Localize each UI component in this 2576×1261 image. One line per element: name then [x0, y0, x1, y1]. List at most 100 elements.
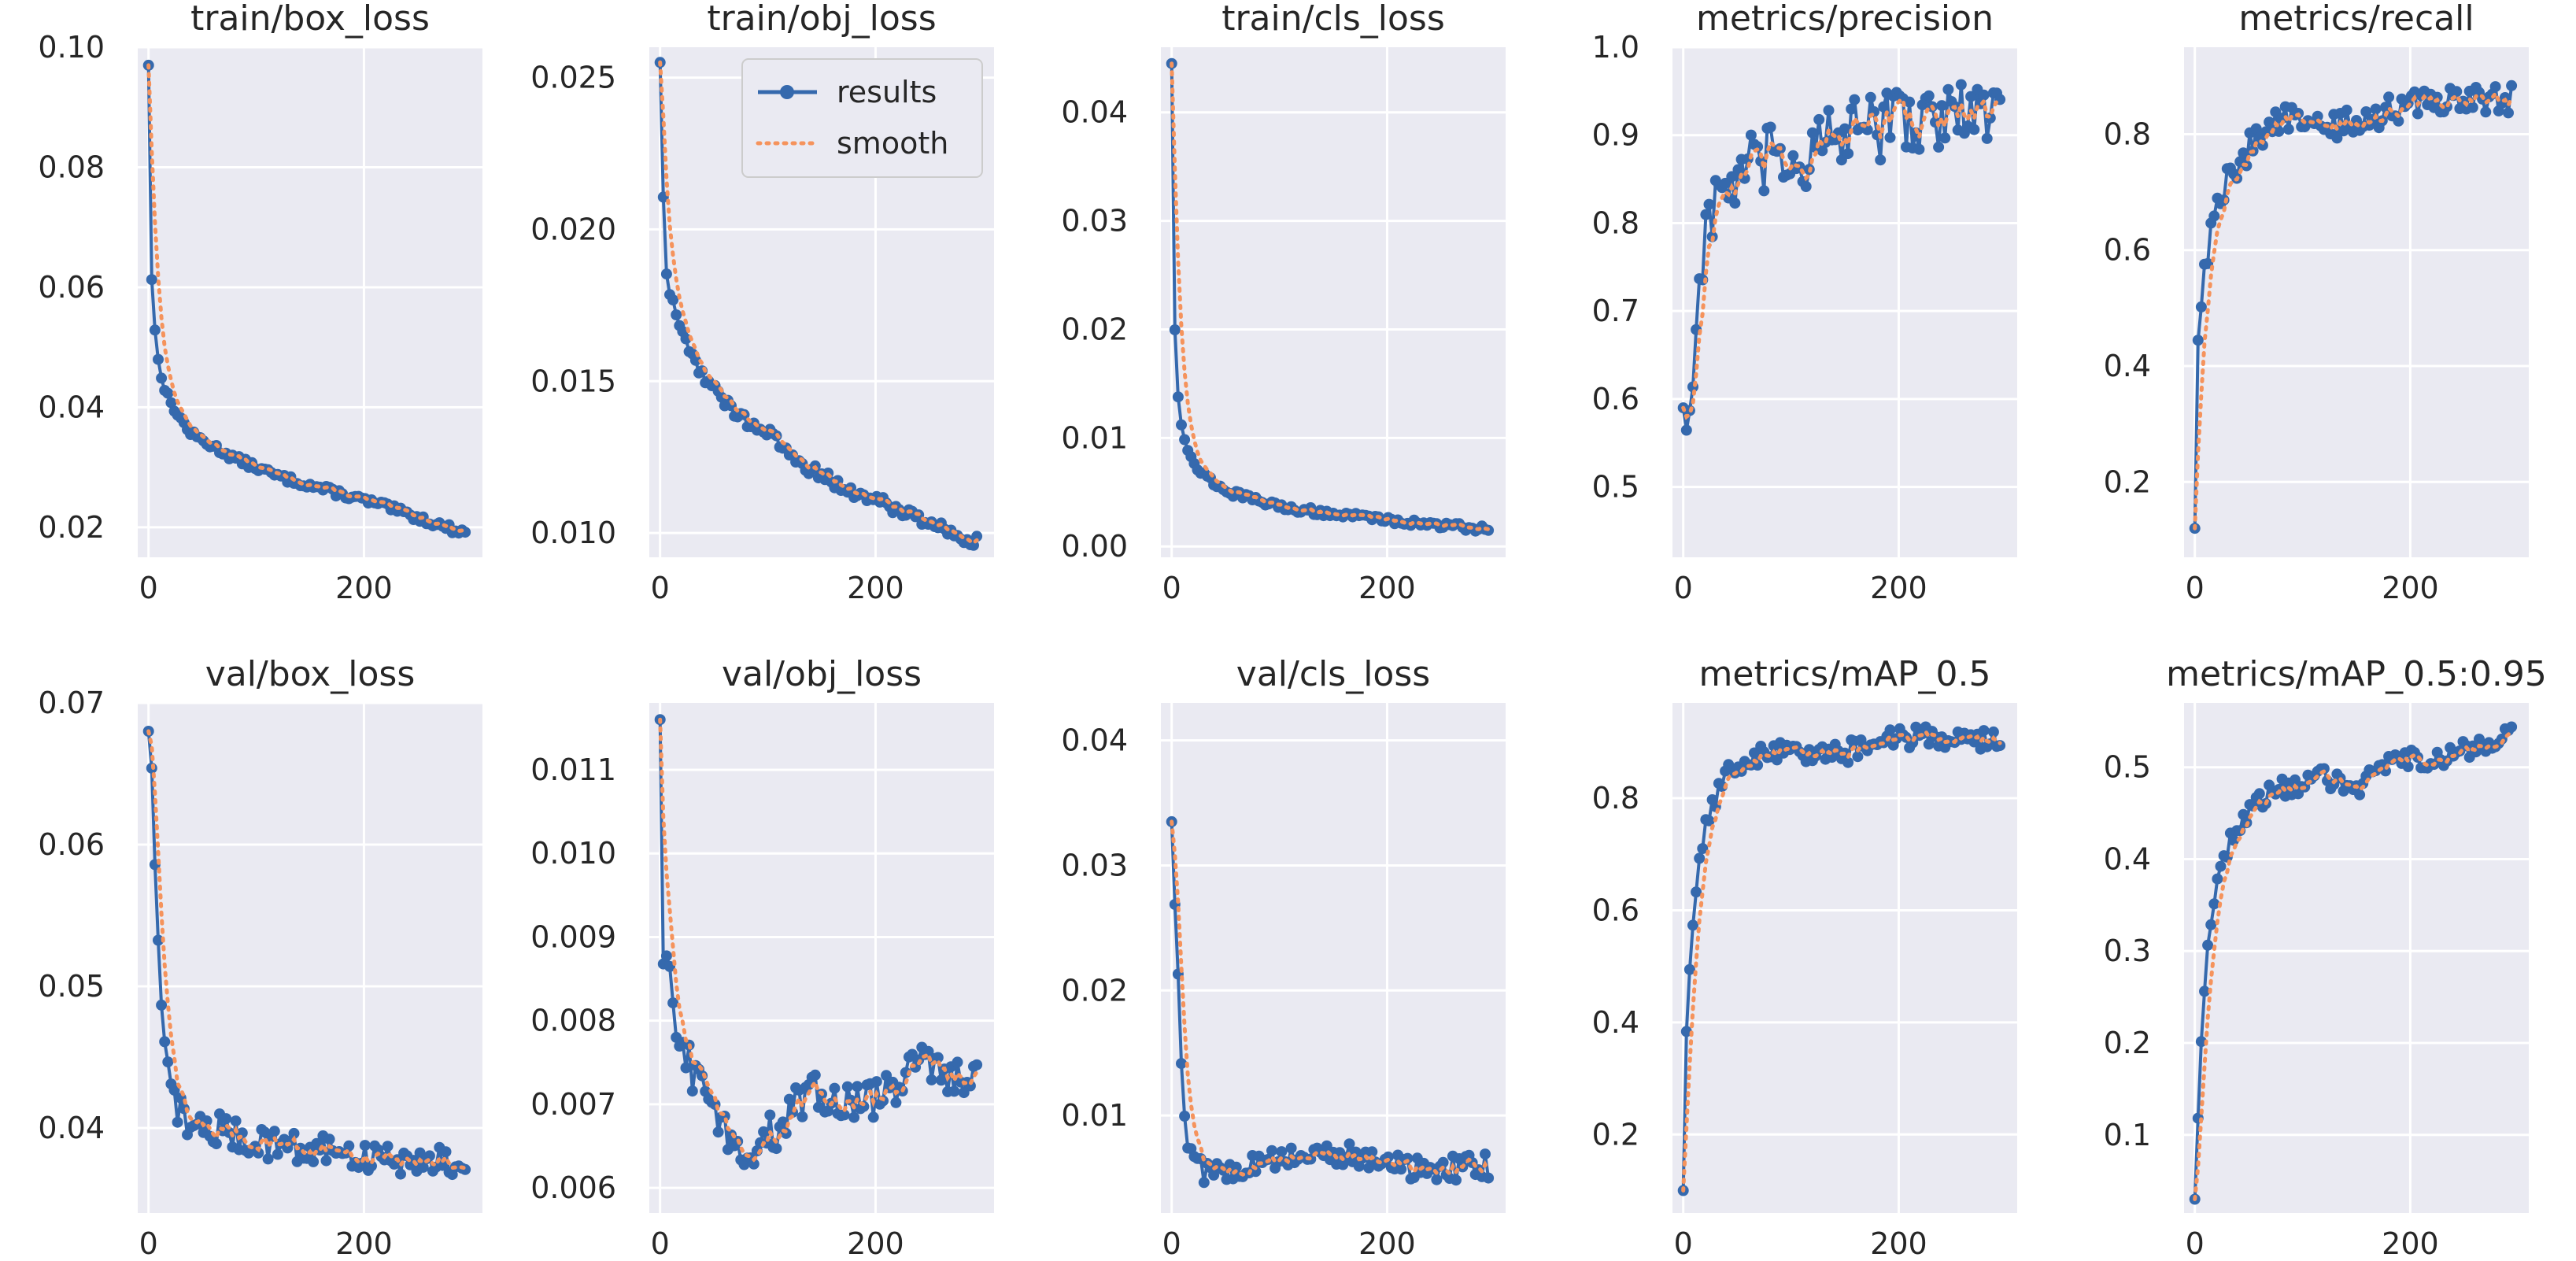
results-point — [1276, 1146, 1288, 1158]
results-point — [1680, 424, 1692, 436]
results-point — [952, 1056, 963, 1068]
results-point — [2412, 108, 2423, 120]
y-tick-label: 0.010 — [530, 516, 616, 550]
results-point — [2195, 1036, 2207, 1048]
results-point — [268, 1126, 280, 1137]
x-tick-label: 0 — [139, 571, 158, 605]
x-tick-label: 0 — [139, 1226, 158, 1261]
results-point — [1978, 89, 1990, 101]
panel-val-obj-loss: 0 200 0.006 0.007 0.008 0.009 0.010 0.011 val/ob… — [530, 654, 994, 1261]
results-point — [1451, 1174, 1462, 1186]
y-tick-label: 0.06 — [38, 270, 105, 305]
results-point — [1198, 1177, 1210, 1189]
results-point — [440, 1146, 452, 1158]
results-point — [153, 353, 164, 365]
results-point — [288, 1127, 300, 1139]
results-point — [156, 372, 168, 384]
results-point — [1806, 127, 1818, 139]
panel-title: val/obj_loss — [722, 654, 922, 694]
y-tick-label: 0.02 — [38, 510, 105, 545]
plot-area — [2184, 703, 2529, 1213]
x-tick-label: 200 — [335, 571, 393, 605]
results-point — [771, 1143, 782, 1155]
results-point — [667, 997, 679, 1009]
results-point — [1729, 198, 1741, 209]
results-point — [971, 531, 983, 542]
panel-val-cls-loss: 0 200 0.01 0.02 0.03 0.04 val/cls_loss — [1061, 654, 1506, 1261]
x-tick-label: 200 — [847, 571, 904, 605]
results-point — [2402, 761, 2414, 772]
x-tick-label: 0 — [1162, 571, 1181, 605]
panel-train-obj-loss: 0 200 0.010 0.015 0.020 0.025 train/obj_lossre… — [530, 0, 994, 605]
panel-title: metrics/recall — [2238, 0, 2474, 39]
results-point — [1942, 83, 1954, 95]
results-point — [1703, 198, 1715, 210]
results-point — [2370, 103, 2382, 115]
y-tick-label: 0.04 — [38, 1111, 105, 1145]
y-tick-label: 0.04 — [1061, 723, 1128, 758]
results-point — [1745, 129, 1757, 141]
panel-metrics-recall: 0 200 0.2 0.4 0.6 0.8 metrics/recall — [2104, 0, 2529, 605]
results-point — [1913, 143, 1925, 155]
y-tick-label: 1.0 — [1592, 30, 1639, 65]
results-point — [2208, 210, 2220, 222]
y-tick-label: 0.4 — [2104, 349, 2151, 383]
y-tick-label: 0.025 — [530, 61, 616, 95]
results-point — [165, 397, 177, 409]
results-point — [2264, 116, 2275, 128]
results-point — [2503, 107, 2514, 119]
panel-title: train/box_loss — [190, 0, 430, 39]
results-point — [1800, 181, 1812, 192]
results-point — [2250, 123, 2262, 135]
results-point — [220, 1113, 232, 1125]
results-point — [153, 934, 164, 946]
results-point — [796, 1111, 808, 1122]
results-point — [1842, 756, 1854, 768]
results-point — [1732, 164, 1744, 176]
y-tick-label: 0.020 — [530, 212, 616, 246]
x-tick-label: 200 — [1358, 1226, 1416, 1261]
results-point — [437, 1159, 449, 1171]
results-point — [1703, 815, 1715, 826]
results-point — [838, 1109, 850, 1121]
y-tick-label: 0.010 — [530, 836, 616, 871]
results-point — [366, 1160, 377, 1172]
results-point — [1179, 1111, 1191, 1122]
y-tick-label: 0.02 — [1061, 312, 1128, 346]
results-point — [1700, 209, 1712, 220]
y-tick-label: 0.03 — [1061, 204, 1128, 239]
results-point — [359, 1140, 371, 1152]
smooth-line — [658, 60, 979, 545]
results-point — [2228, 834, 2239, 846]
results-point — [1904, 96, 1916, 108]
x-tick-label: 0 — [651, 571, 670, 605]
results-point — [1823, 105, 1835, 116]
results-point — [1697, 843, 1709, 854]
y-tick-label: 0.3 — [2104, 934, 2151, 968]
results-point — [671, 309, 682, 320]
results-point — [2312, 110, 2323, 122]
y-tick-label: 0.1 — [2104, 1118, 2151, 1152]
results-point — [1965, 91, 1977, 102]
y-tick-label: 0.2 — [2104, 464, 2151, 499]
y-tick-label: 0.9 — [1592, 118, 1639, 153]
x-tick-label: 0 — [1674, 571, 1693, 605]
y-tick-label: 0.6 — [1592, 893, 1639, 927]
results-point — [2205, 919, 2217, 930]
results-point — [1842, 148, 1854, 160]
results-point — [2199, 986, 2210, 997]
results-point — [272, 1148, 283, 1160]
panel-metrics-map-0-5: 0 200 0.2 0.4 0.6 0.8 metrics/mAP_0.5 — [1592, 654, 2017, 1261]
y-tick-label: 0.009 — [530, 919, 616, 954]
results-point — [1176, 419, 1187, 431]
y-tick-label: 0.007 — [530, 1087, 616, 1122]
results-point — [2506, 80, 2518, 91]
y-tick-label: 0.00 — [1061, 529, 1128, 564]
results-point — [1787, 150, 1799, 161]
y-tick-label: 0.5 — [2104, 750, 2151, 785]
results-point — [667, 294, 679, 305]
y-tick-label: 0.08 — [38, 150, 105, 184]
results-point — [1230, 1161, 1242, 1173]
results-point — [660, 268, 672, 280]
results-markers — [2189, 721, 2518, 1205]
